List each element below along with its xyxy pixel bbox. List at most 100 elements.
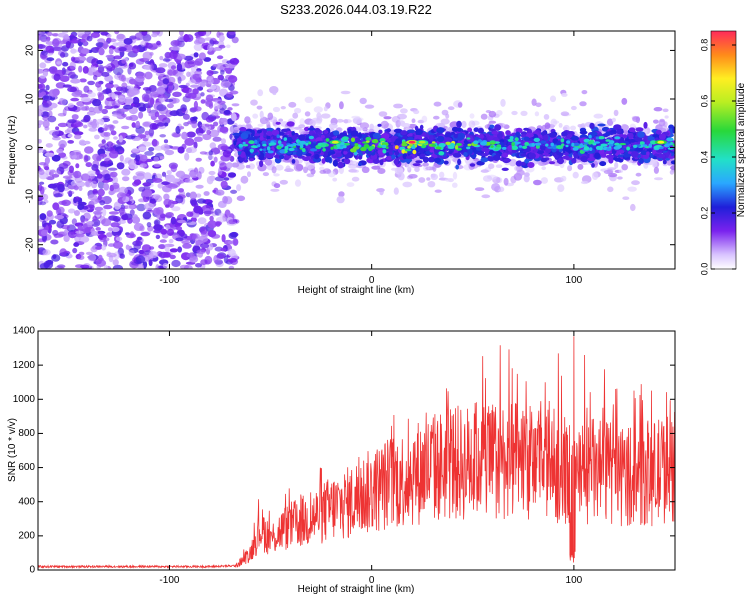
heatmap-blob: [666, 137, 674, 142]
heatmap-blob: [466, 146, 471, 150]
heatmap-blob: [400, 130, 408, 136]
heatmap-blob: [140, 154, 148, 162]
heatmap-blob: [162, 78, 169, 85]
heatmap-blob: [262, 148, 267, 152]
heatmap-blob: [394, 151, 400, 156]
heatmap-blob: [473, 127, 479, 132]
heatmap-blob: [42, 100, 52, 107]
heatmap-blob: [325, 138, 330, 142]
heatmap-blob: [112, 216, 121, 222]
heatmap-blob: [231, 36, 239, 44]
heatmap-blob: [40, 39, 50, 43]
heatmap-blob: [635, 127, 644, 132]
heatmap-blob: [378, 129, 383, 134]
heatmap-blob: [154, 195, 163, 202]
heatmap-blob: [310, 168, 316, 175]
heatmap-blob: [310, 148, 318, 152]
heatmap-blob: [115, 108, 124, 116]
heatmap-blob: [627, 143, 632, 148]
heatmap-blob: [466, 137, 471, 140]
heatmap-blob: [320, 134, 325, 139]
heatmap-blob: [222, 63, 229, 68]
heatmap-blob: [606, 147, 612, 151]
heatmap-blob: [339, 146, 344, 150]
heatmap-blob: [435, 122, 446, 128]
y-tick-label: 600: [18, 462, 35, 473]
heatmap-blob: [454, 145, 459, 150]
heatmap-blob: [118, 135, 123, 143]
heatmap-blob: [142, 87, 152, 91]
heatmap-blob: [162, 263, 169, 269]
heatmap-blob: [38, 44, 46, 49]
colorbar-ticks: 0.00.20.40.60.8: [699, 39, 736, 275]
heatmap-blob: [440, 118, 450, 125]
heatmap-blob: [653, 119, 659, 124]
heatmap-blob: [347, 128, 352, 135]
heatmap-blob: [217, 100, 226, 105]
heatmap-blob: [220, 247, 227, 252]
heatmap-blob: [62, 175, 73, 179]
heatmap-blob: [175, 195, 184, 204]
heatmap-blob: [662, 159, 667, 165]
heatmap-blob: [92, 153, 100, 161]
heatmap-blob: [148, 85, 157, 93]
heatmap-blob: [157, 183, 164, 189]
heatmap-blob: [583, 146, 590, 151]
heatmap-blob: [364, 144, 370, 148]
heatmap-blob: [38, 146, 43, 151]
heatmap-blob: [492, 154, 500, 161]
heatmap-blob: [288, 147, 295, 152]
heatmap-blob: [142, 211, 152, 220]
colorbar-label: Normalized spectral amplitude: [736, 82, 747, 217]
heatmap-blob: [168, 238, 174, 244]
heatmap-blob: [558, 148, 563, 153]
heatmap-blob: [643, 121, 648, 129]
heatmap-blob: [80, 48, 90, 55]
heatmap-blob: [52, 254, 57, 259]
heatmap-blob: [626, 146, 630, 151]
heatmap-blob: [113, 105, 119, 109]
heatmap-blob: [62, 84, 72, 88]
heatmap-blob: [562, 155, 570, 160]
heatmap-blob: [488, 147, 496, 150]
heatmap-blob: [527, 162, 535, 168]
y-tick-label: 0: [29, 565, 35, 576]
heatmap-blob: [256, 105, 263, 110]
heatmap-blob: [85, 181, 90, 187]
heatmap-blob: [163, 193, 170, 201]
heatmap-blob: [219, 126, 229, 133]
heatmap-blob: [59, 75, 70, 82]
heatmap-blob: [580, 156, 588, 163]
heatmap-blob: [57, 264, 66, 269]
heatmap-blob: [194, 136, 203, 142]
heatmap-blob: [172, 91, 182, 98]
heatmap-blob: [38, 68, 45, 74]
heatmap-blob: [516, 141, 521, 144]
heatmap-blob: [140, 231, 150, 237]
heatmap-blob: [91, 66, 97, 73]
heatmap-blob: [488, 110, 497, 118]
heatmap-blob: [179, 31, 184, 37]
heatmap-blob: [53, 73, 61, 82]
heatmap-blob: [577, 163, 584, 170]
heatmap-blob: [73, 170, 82, 179]
heatmap-blob: [571, 135, 579, 141]
heatmap-blob: [359, 97, 367, 105]
heatmap-blob: [165, 174, 176, 183]
heatmap-blob: [133, 45, 141, 49]
heatmap-blob: [195, 263, 202, 268]
heatmap-peak: [657, 140, 665, 144]
heatmap-blob: [406, 162, 412, 171]
heatmap-blob: [242, 141, 246, 145]
heatmap-blob: [136, 203, 146, 212]
heatmap-blob: [85, 251, 93, 256]
heatmap-blob: [433, 115, 440, 120]
heatmap-blob: [563, 144, 571, 152]
heatmap-blob: [400, 108, 408, 114]
heatmap-blob: [186, 71, 191, 78]
heatmap-blob: [39, 201, 47, 206]
heatmap-blob: [572, 142, 580, 147]
heatmap-blob: [86, 56, 96, 64]
heatmap-blob: [535, 144, 540, 149]
heatmap-blob: [211, 112, 219, 117]
